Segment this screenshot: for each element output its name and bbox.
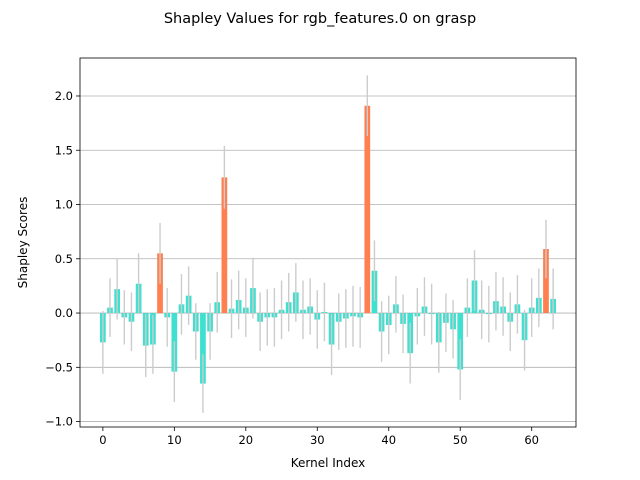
y-axis-label: Shapley Scores <box>16 197 30 289</box>
plot-frame <box>79 57 577 428</box>
x-tick-label-0: 0 <box>99 433 106 447</box>
x-tick-label-10: 10 <box>167 433 182 447</box>
x-tick-label-60: 60 <box>524 433 539 447</box>
x-tick-label-20: 20 <box>238 433 253 447</box>
y-tick-label-3: 0.5 <box>55 252 73 266</box>
bar-kernel-37 <box>364 105 371 314</box>
x-tick-label-50: 50 <box>453 433 468 447</box>
y-tick-label-1: −0.5 <box>45 360 73 374</box>
bar-kernel-17 <box>221 177 228 314</box>
y-tick-label-0: −1.0 <box>45 415 73 429</box>
y-tick-label-5: 1.5 <box>55 143 73 157</box>
y-tick-label-2: 0.0 <box>55 306 73 320</box>
y-tick-label-6: 2.0 <box>55 89 73 103</box>
x-axis-label: Kernel Index <box>291 456 366 470</box>
x-tick-label-40: 40 <box>381 433 396 447</box>
x-axis-ticks: 0 10 20 30 40 50 60 <box>99 427 539 447</box>
bar-kernel-62 <box>543 249 549 314</box>
bar-kernel-14 <box>200 313 206 384</box>
y-axis-ticks: −1.0 −0.5 0.0 0.5 1.0 1.5 2.0 <box>45 89 80 429</box>
chart-title: Shapley Values for rgb_features.0 on gra… <box>164 11 476 27</box>
x-tick-label-30: 30 <box>310 433 325 447</box>
error-bars <box>102 75 554 413</box>
y-tick-label-4: 1.0 <box>55 198 73 212</box>
